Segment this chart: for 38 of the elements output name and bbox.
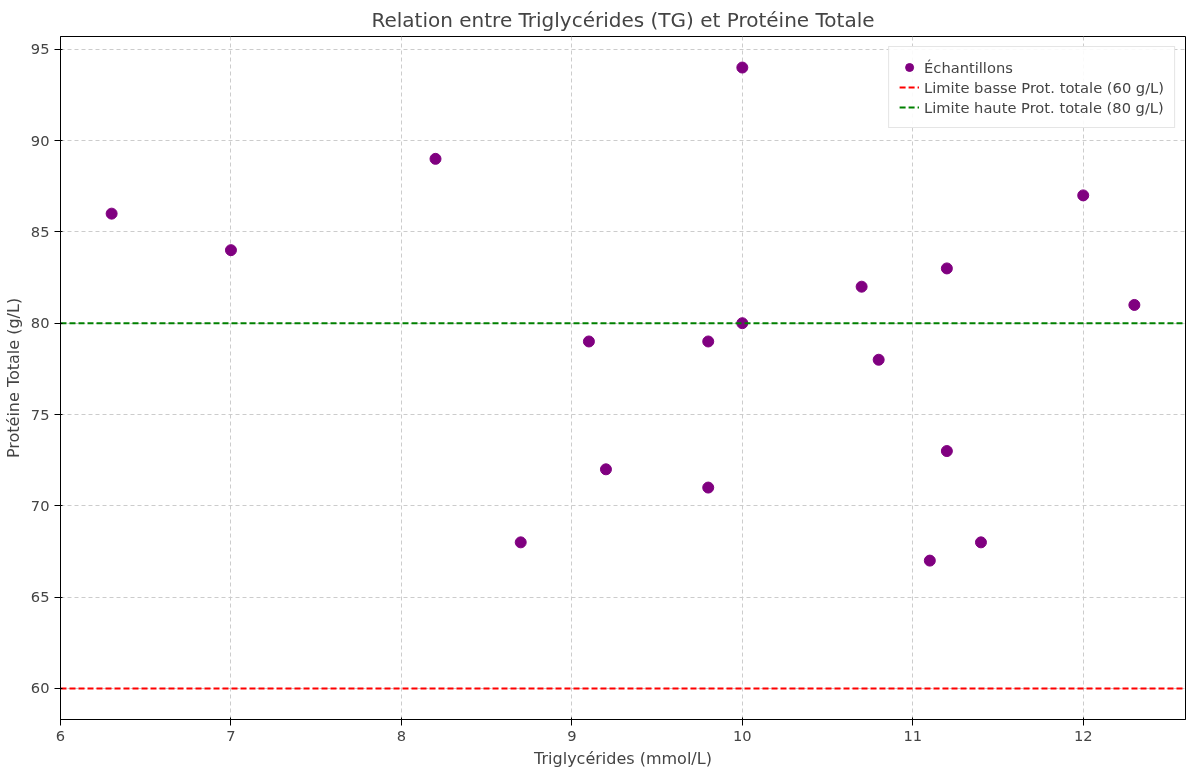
point — [1077, 189, 1090, 202]
x-tick-label: 11 — [903, 726, 923, 744]
point — [702, 481, 715, 494]
x-tick-label: 9 — [567, 726, 577, 744]
y-tick-label: 80 — [30, 314, 50, 332]
legend-label: Limite basse Prot. totale (60 g/L) — [924, 78, 1164, 96]
x-tick-label: 10 — [732, 726, 752, 744]
point — [736, 61, 749, 74]
point — [1128, 298, 1141, 311]
point — [429, 152, 442, 165]
y-axis-title: Protéine Totale (g/L) — [3, 297, 23, 459]
point — [872, 353, 885, 366]
point — [582, 335, 595, 348]
y-tick-label: 70 — [30, 496, 50, 514]
y-tick-label: 85 — [30, 222, 50, 240]
x-tick-label: 7 — [226, 726, 236, 744]
y-tick-label: 65 — [30, 588, 50, 606]
point — [940, 262, 953, 275]
point — [940, 445, 953, 458]
point — [855, 280, 868, 293]
point — [514, 536, 527, 549]
x-tick-label: 6 — [55, 726, 66, 744]
chart-title: Relation entre Triglycérides (TG) et Protéine Totale — [371, 7, 875, 32]
point — [224, 244, 237, 257]
point — [105, 207, 118, 220]
legend-label: Limite haute Prot. totale (80 g/L) — [924, 98, 1164, 116]
point — [923, 554, 936, 567]
x-axis-title: Triglycérides (mmol/L) — [533, 748, 712, 768]
point — [599, 463, 612, 476]
x-tick-label: 8 — [396, 726, 407, 744]
y-tick-label: 60 — [30, 679, 50, 697]
point — [974, 536, 987, 549]
y-tick-label: 90 — [30, 131, 50, 149]
point — [702, 335, 715, 348]
legend-label: Échantillons — [924, 58, 1013, 76]
y-tick-label: 75 — [30, 405, 50, 423]
y-tick-label: 95 — [30, 40, 50, 58]
x-tick-label: 12 — [1073, 726, 1093, 744]
